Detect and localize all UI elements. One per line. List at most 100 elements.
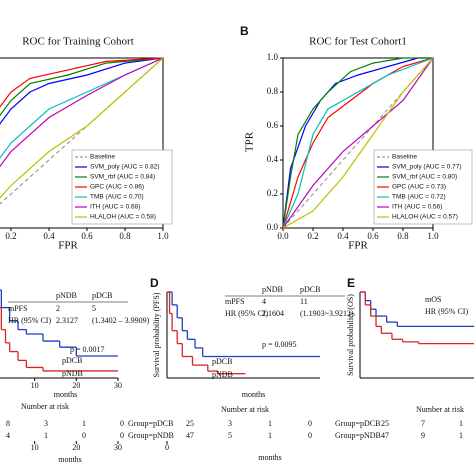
risk-group: Group=pNDB bbox=[128, 431, 174, 440]
y-axis-label: Survival probability (OS) bbox=[346, 294, 355, 376]
risk-count: 1 bbox=[459, 431, 463, 440]
x-tick-label: 0.6 bbox=[367, 231, 379, 241]
risk-count: 0 bbox=[120, 431, 124, 440]
y-tick-label: 0.2 bbox=[267, 188, 278, 198]
annotation: p = 0.0095 bbox=[262, 340, 297, 349]
panel: B ROC for Test Cohort1 TPR FPR 0.0 0.2 0.4 0.6 0… bbox=[240, 24, 473, 252]
x-tick-label: 1.0 bbox=[427, 231, 439, 241]
risk-count: 47 bbox=[381, 431, 389, 440]
risk-count: 1 bbox=[82, 419, 86, 428]
panel: ROC for Training Cohort FPR 0.2 0.4 0.6 0.8 1.… bbox=[0, 36, 173, 252]
roc-curve bbox=[0, 57, 163, 125]
roc-curve bbox=[283, 57, 433, 229]
y-tick-label: 0.4 bbox=[267, 154, 279, 164]
x-axis-label: FPR bbox=[58, 240, 78, 252]
legend-label: SVM_rbf (AUC = 0.84) bbox=[90, 174, 155, 181]
risk-title: Number at risk bbox=[221, 405, 269, 414]
legend-label: HLALOH (AUC = 0.58) bbox=[90, 214, 156, 221]
risk-count: 0 bbox=[82, 431, 86, 440]
annotation: pDCB bbox=[62, 356, 82, 365]
x-tick-label: 30 bbox=[114, 381, 122, 390]
stats-cell: (1.1903~3.9212) bbox=[300, 309, 354, 318]
stats-cell: mOS bbox=[425, 295, 441, 304]
risk-x-tick-label: 30 bbox=[114, 443, 122, 452]
legend-label: TMB (AUC = 0.70) bbox=[90, 194, 144, 201]
legend-label: Baseline bbox=[392, 154, 417, 161]
x-tick-label: 0.4 bbox=[337, 231, 349, 241]
annotation: pDCB bbox=[212, 357, 232, 366]
stats-cell: 4 bbox=[262, 297, 266, 306]
risk-count: 5 bbox=[228, 431, 232, 440]
risk-count: 0 bbox=[308, 419, 312, 428]
legend-label: TMB (AUC = 0.72) bbox=[392, 194, 446, 201]
stats-header: pNDB bbox=[262, 285, 283, 294]
x-tick-label: 20 bbox=[72, 381, 80, 390]
risk-x-label: months bbox=[258, 453, 282, 462]
stats-cell: 2.1604 bbox=[262, 309, 284, 318]
x-tick-label: 0.4 bbox=[43, 231, 55, 241]
legend-label: ITH (AUC = 0.56) bbox=[392, 204, 442, 211]
risk-title: Number at risk bbox=[21, 402, 69, 411]
stats-cell: mPFS bbox=[8, 304, 28, 313]
stats-cell: HR (95% CI) bbox=[8, 316, 51, 325]
risk-x-tick-label: 10 bbox=[31, 443, 39, 452]
roc-curve bbox=[283, 57, 433, 229]
roc-curve bbox=[283, 57, 433, 229]
risk-x-tick-label: 0 bbox=[165, 443, 169, 452]
y-tick-label: 1.0 bbox=[267, 52, 279, 62]
panel: D Survival probability (PFS) months pNDB pDC… bbox=[128, 276, 354, 462]
x-tick-label: 0.0 bbox=[277, 231, 289, 241]
stats-cell: 11 bbox=[300, 297, 308, 306]
risk-count: 9 bbox=[421, 431, 425, 440]
stats-cell: 5 bbox=[92, 304, 96, 313]
roc-curve bbox=[0, 57, 163, 117]
x-tick-label: 0.2 bbox=[307, 231, 318, 241]
risk-count: 8 bbox=[6, 419, 10, 428]
risk-group: Group=pDCB bbox=[335, 419, 380, 428]
legend-box bbox=[71, 149, 173, 225]
panel: E Survival probability (OS) mOS HR (95% CI)… bbox=[335, 276, 474, 440]
stats-header: pDCB bbox=[300, 285, 320, 294]
risk-count: 1 bbox=[459, 419, 463, 428]
x-tick-label: 0.8 bbox=[119, 231, 131, 241]
roc-curve bbox=[283, 57, 433, 229]
risk-count: 3 bbox=[44, 419, 48, 428]
y-tick-label: 0.8 bbox=[267, 86, 279, 96]
roc-curve bbox=[283, 57, 433, 229]
risk-count: 1 bbox=[268, 419, 272, 428]
x-tick-label: 0.6 bbox=[81, 231, 93, 241]
chart-title: ROC for Training Cohort bbox=[22, 36, 134, 48]
panel-label: D bbox=[150, 276, 159, 290]
stats-header: pDCB bbox=[92, 291, 112, 300]
plot-frame bbox=[282, 57, 434, 229]
roc-curve bbox=[0, 57, 163, 199]
x-tick-label: 0.8 bbox=[397, 231, 409, 241]
legend-label: HLALOH (AUC = 0.57) bbox=[392, 214, 458, 221]
roc-curve bbox=[283, 57, 433, 229]
risk-count: 47 bbox=[186, 431, 194, 440]
panel-label: B bbox=[240, 24, 249, 38]
roc-curve bbox=[283, 57, 433, 229]
legend-label: SVM_poly (AUC = 0.77) bbox=[392, 164, 462, 171]
risk-count: 25 bbox=[186, 419, 194, 428]
roc-curve bbox=[0, 57, 163, 168]
panel-label: E bbox=[347, 276, 355, 290]
stats-header: pNDB bbox=[56, 291, 77, 300]
risk-count: 4 bbox=[6, 431, 10, 440]
legend-label: SVM_poly (AUC = 0.82) bbox=[90, 164, 160, 171]
chart-title: ROC for Test Cohort1 bbox=[309, 36, 407, 48]
y-axis-label: TPR bbox=[244, 131, 256, 152]
stats-cell: HR (95% CI) bbox=[225, 309, 268, 318]
y-axis-label: Survival probability (PFS) bbox=[152, 292, 161, 377]
risk-count: 1 bbox=[268, 431, 272, 440]
legend-box bbox=[373, 149, 473, 225]
stats-cell: HR (95% CI) bbox=[425, 307, 468, 316]
x-tick-label: 1.0 bbox=[157, 231, 169, 241]
plot-frame bbox=[0, 57, 164, 229]
risk-count: 0 bbox=[308, 431, 312, 440]
legend-label: GPC (AUC = 0.73) bbox=[392, 184, 446, 191]
risk-count: 0 bbox=[120, 419, 124, 428]
x-tick-label: 10 bbox=[31, 381, 39, 390]
